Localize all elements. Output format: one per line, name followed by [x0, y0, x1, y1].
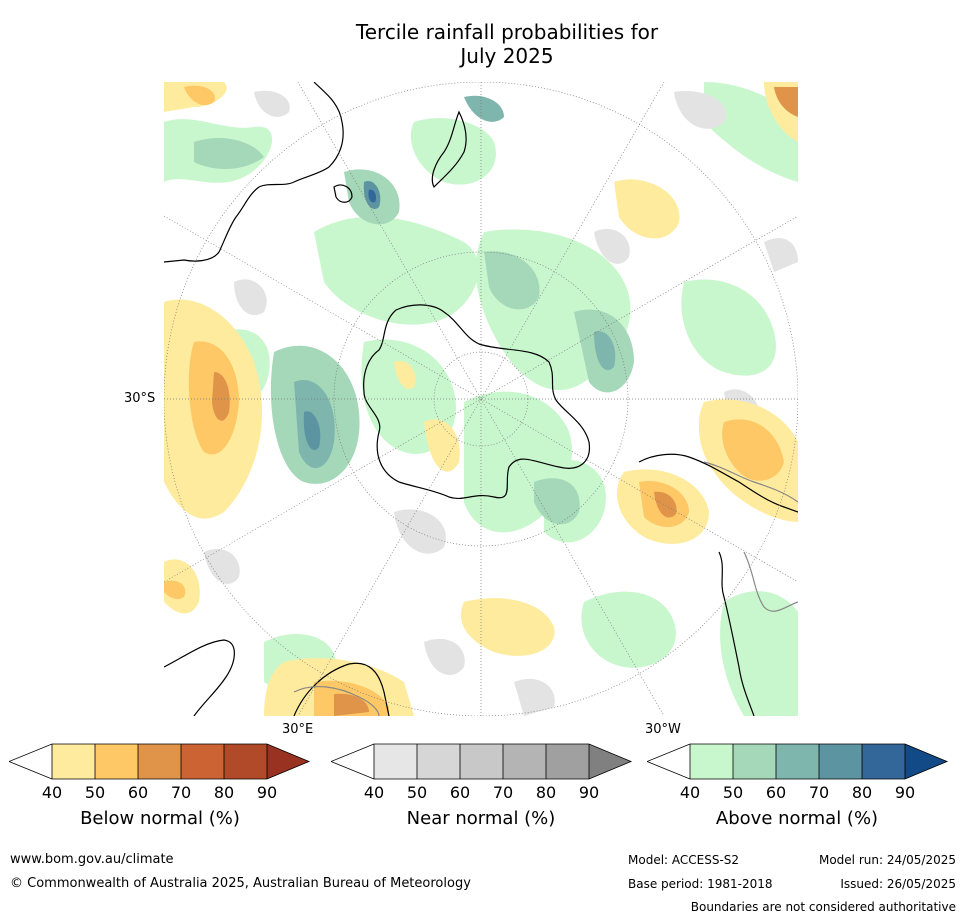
- footer-model-run: Model run: 24/05/2025: [818, 853, 956, 867]
- cbar2-high-extend: [589, 744, 631, 779]
- lat-label-30s: 30°S: [124, 391, 156, 406]
- footer-base-period: Base period: 1981-2018: [628, 877, 773, 891]
- cbar1-seg-40-50: [52, 744, 95, 779]
- cbar3-tick-50: 50: [722, 783, 744, 802]
- cbar2-tick-80: 80: [535, 783, 557, 802]
- polar-map: [164, 82, 798, 716]
- colorbar-above-normal: [647, 743, 949, 780]
- cbar2-tick-90: 90: [578, 783, 600, 802]
- antarctica-coastline: [363, 304, 590, 500]
- cbar2-tick-60: 60: [449, 783, 471, 802]
- cbar3-high-extend: [905, 744, 947, 779]
- cbar2-seg-40-50: [374, 744, 417, 779]
- cbar2-title: Near normal (%): [406, 808, 556, 829]
- cbar1-tick-90: 90: [256, 783, 278, 802]
- cbar1-tick-80: 80: [213, 783, 235, 802]
- footer-issued: Issued: 26/05/2025: [840, 877, 956, 891]
- cbar1-seg-60-70: [138, 744, 181, 779]
- new-zealand-coastline: [431, 110, 467, 189]
- country-borders: [703, 461, 798, 612]
- cbar2-tick-70: 70: [492, 783, 514, 802]
- cbar1-low-extend: [9, 744, 52, 779]
- tasmania-coastline: [333, 184, 353, 203]
- cbar1-tick-40: 40: [41, 783, 63, 802]
- cbar2-seg-60-70: [460, 744, 503, 779]
- cbar1-seg-80-90: [224, 744, 267, 779]
- cbar3-tick-90: 90: [894, 783, 916, 802]
- cbar1-tick-70: 70: [170, 783, 192, 802]
- lon-label-30w: 30°W: [645, 722, 681, 737]
- cbar3-title: Above normal (%): [715, 808, 879, 829]
- cbar3-tick-40: 40: [679, 783, 701, 802]
- cbar3-low-extend: [647, 744, 690, 779]
- title-line-2: July 2025: [460, 44, 554, 68]
- cbar2-seg-70-80: [503, 744, 546, 779]
- title-line-1: Tercile rainfall probabilities for: [355, 20, 659, 44]
- cbar2-low-extend: [331, 744, 374, 779]
- cbar2-seg-50-60: [417, 744, 460, 779]
- africa-borders: [293, 686, 380, 716]
- cbar1-tick-50: 50: [84, 783, 106, 802]
- south-america-coastline: [638, 453, 798, 716]
- cbar2-seg-80-90: [546, 744, 589, 779]
- cbar3-seg-80-90: [862, 744, 905, 779]
- cbar1-tick-60: 60: [127, 783, 149, 802]
- near-normal-shading: [204, 90, 798, 716]
- above-normal-strong: [184, 95, 634, 525]
- australia-coastline: [164, 82, 344, 263]
- graticule: [164, 82, 798, 716]
- lon-label-30e: 30°E: [282, 722, 314, 737]
- colorbar-near-normal: [331, 743, 633, 780]
- map-title: Tercile rainfall probabilities for July …: [0, 20, 965, 68]
- below-normal-shading: [164, 82, 798, 716]
- cbar2-tick-40: 40: [363, 783, 385, 802]
- footer-disclaimer: Boundaries are not considered authoritat…: [690, 900, 956, 914]
- colorbar-below-normal: [9, 743, 311, 780]
- cbar3-seg-60-70: [776, 744, 819, 779]
- cbar2-tick-50: 50: [406, 783, 428, 802]
- africa-coastline: [164, 639, 390, 716]
- cbar3-tick-60: 60: [765, 783, 787, 802]
- footer-website: www.bom.gov.au/climate: [10, 852, 174, 867]
- cbar3-tick-70: 70: [808, 783, 830, 802]
- cbar1-high-extend: [267, 744, 309, 779]
- cbar1-seg-70-80: [181, 744, 224, 779]
- footer-model: Model: ACCESS-S2: [628, 853, 740, 867]
- cbar1-seg-50-60: [95, 744, 138, 779]
- cbar3-seg-50-60: [733, 744, 776, 779]
- footer-copyright: © Commonwealth of Australia 2025, Austra…: [10, 876, 471, 891]
- cbar3-tick-80: 80: [851, 783, 873, 802]
- cbar3-seg-70-80: [819, 744, 862, 779]
- cbar1-title: Below normal (%): [80, 808, 240, 829]
- cbar3-seg-40-50: [690, 744, 733, 779]
